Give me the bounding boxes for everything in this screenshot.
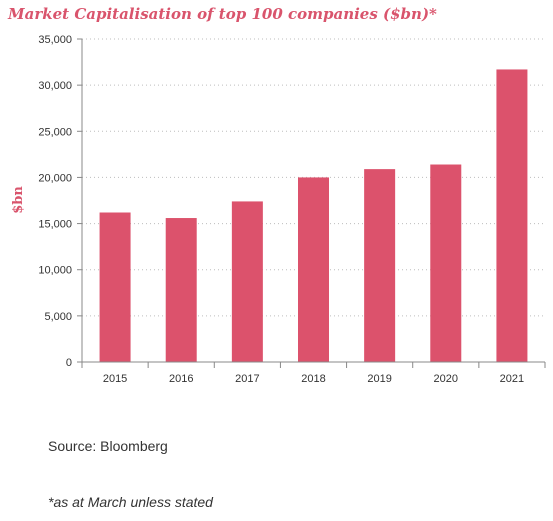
x-tick-label: 2020 [434,373,458,385]
x-tick-label: 2017 [235,373,259,385]
y-axis: 0 5,000 10,000 15,000 20,000 25,000 30,000 35,0… [38,34,83,369]
y-tick-label: 30,000 [38,80,72,92]
y-tick-label: 5,000 [44,311,72,323]
bar-2018 [298,177,329,362]
x-tick-label: 2021 [500,373,524,385]
footnote: *as at March unless stated [48,494,213,510]
x-tick-label: 2016 [169,373,193,385]
x-tick-label: 2018 [301,373,325,385]
x-axis: 2015 2016 2017 2018 2019 2020 2021 [81,361,546,385]
bar-2021 [496,69,528,362]
bar-2015 [99,212,131,362]
bar-2016 [165,218,197,362]
x-tick-label: 2015 [103,373,127,385]
bars [99,69,528,362]
bar-2017 [231,201,263,362]
bar-2019 [364,169,396,362]
y-tick-label: 0 [66,357,72,369]
y-tick-label: 35,000 [38,34,72,46]
y-tick-label: 25,000 [38,126,72,138]
bar-2020 [430,164,462,362]
bar-chart: 0 5,000 10,000 15,000 20,000 25,000 30,000 35,0… [11,34,546,385]
y-tick-label: 10,000 [38,265,72,277]
source-note: Source: Bloomberg [48,438,168,454]
y-tick-label: 20,000 [38,172,72,184]
x-tick-label: 2019 [367,373,391,385]
y-tick-label: 15,000 [38,219,72,231]
chart-title: Market Capitalisation of top 100 compani… [8,5,437,23]
y-axis-label: $bn [11,186,26,214]
